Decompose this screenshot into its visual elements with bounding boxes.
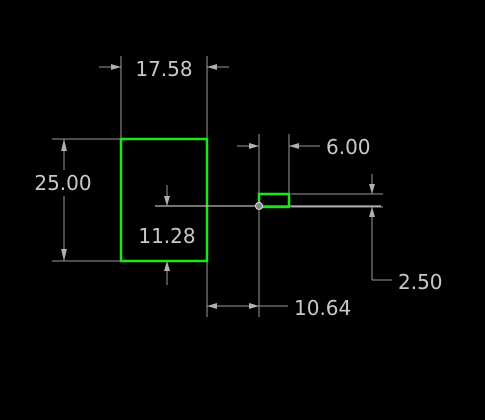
- dimension-label[interactable]: 25.00: [34, 171, 91, 195]
- sketch-point[interactable]: [255, 202, 263, 210]
- dimension-small-width[interactable]: 6.00: [237, 134, 371, 194]
- arrowhead: [61, 139, 67, 151]
- arrowhead: [61, 249, 67, 261]
- arrowhead: [207, 303, 217, 309]
- dimension-label[interactable]: 2.50: [398, 270, 443, 294]
- arrowhead: [369, 207, 375, 217]
- small-rectangle[interactable]: [257, 192, 291, 209]
- dimension-label[interactable]: 11.28: [138, 224, 195, 248]
- dimension-rect-width[interactable]: 17.58: [99, 56, 229, 138]
- dimension-label[interactable]: 17.58: [135, 57, 192, 81]
- arrowhead: [249, 143, 259, 149]
- arrowhead: [249, 303, 259, 309]
- arrowhead: [164, 261, 170, 271]
- dimension-inner-offset[interactable]: 11.28: [138, 185, 196, 285]
- arrowhead: [111, 64, 121, 70]
- dimension-label[interactable]: 6.00: [326, 135, 371, 159]
- dimension-horizontal-offset[interactable]: 10.64: [206, 209, 351, 320]
- arrowhead: [207, 64, 217, 70]
- dimension-rect-height[interactable]: 25.00: [34, 138, 121, 262]
- arrowhead: [289, 143, 299, 149]
- dimension-small-height[interactable]: 2.50: [291, 174, 443, 294]
- arrowhead: [369, 184, 375, 194]
- arrowhead: [164, 196, 170, 206]
- sketch-rectangle[interactable]: [119, 137, 209, 263]
- dimension-label[interactable]: 10.64: [294, 296, 351, 320]
